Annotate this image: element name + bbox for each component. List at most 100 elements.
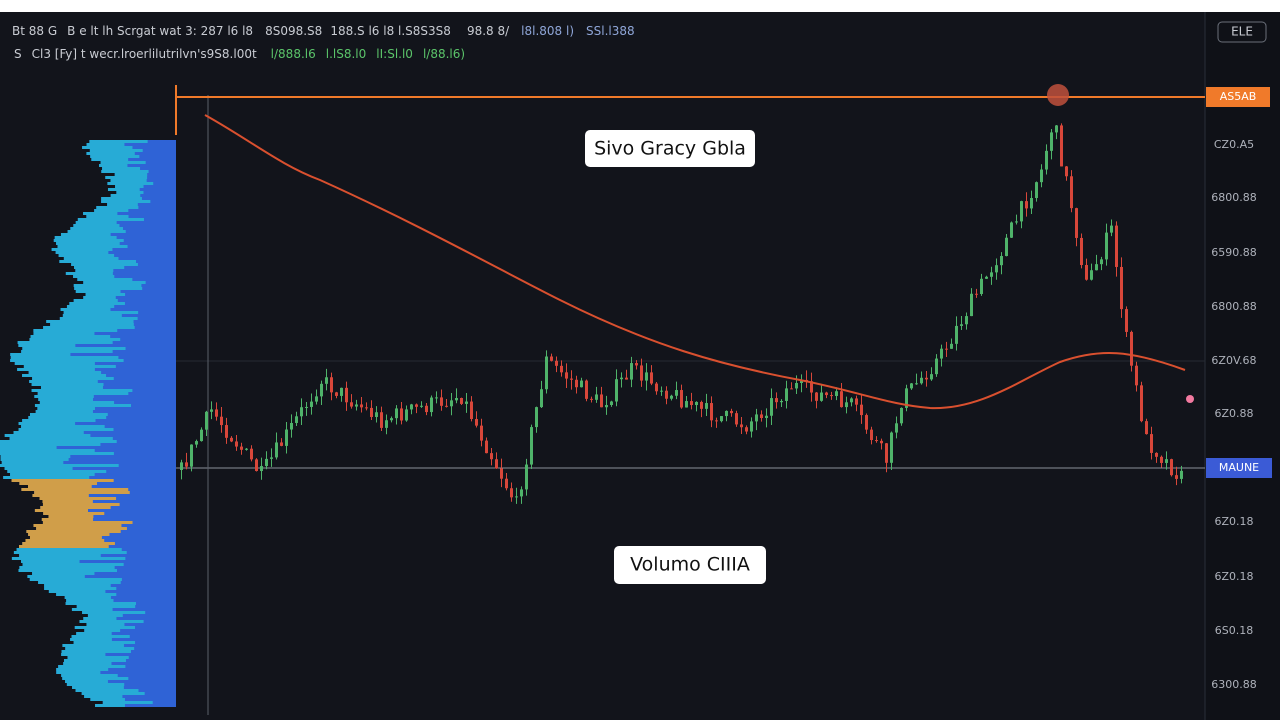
candle bbox=[240, 446, 243, 450]
profile-bar bbox=[19, 554, 101, 557]
profile-bar bbox=[42, 500, 93, 503]
candle bbox=[780, 400, 783, 403]
profile-bar bbox=[72, 686, 124, 689]
profile-bar bbox=[9, 437, 113, 440]
profile-bar bbox=[74, 287, 143, 290]
profile-bar bbox=[107, 203, 138, 206]
profile-bar bbox=[58, 665, 126, 668]
profile-bar bbox=[75, 269, 114, 272]
profile-bar bbox=[84, 695, 176, 698]
profile-bar bbox=[86, 215, 129, 218]
candle bbox=[300, 407, 303, 417]
price-label: CZ0.A5 bbox=[1214, 138, 1254, 151]
candle bbox=[505, 478, 508, 489]
candle bbox=[980, 278, 983, 295]
candle bbox=[440, 397, 443, 406]
price-badge-label: AS5AB bbox=[1220, 90, 1257, 103]
profile-bar bbox=[71, 608, 176, 611]
profile-bar bbox=[63, 662, 112, 665]
profile-bar bbox=[29, 578, 122, 581]
price-label: 6300.88 bbox=[1211, 678, 1257, 691]
profile-bar bbox=[54, 236, 117, 239]
candle bbox=[515, 496, 518, 498]
candle bbox=[975, 293, 978, 295]
candle bbox=[965, 316, 968, 325]
profile-bar bbox=[0, 464, 119, 467]
candle bbox=[1055, 125, 1058, 133]
profile-bar bbox=[76, 605, 136, 608]
profile-bar bbox=[73, 284, 142, 287]
candle bbox=[395, 408, 398, 419]
profile-bar bbox=[29, 380, 176, 383]
profile-bar bbox=[110, 194, 141, 197]
profile-bar bbox=[75, 290, 121, 293]
profile-bar bbox=[59, 317, 138, 320]
price-label: 6Z0.88 bbox=[1214, 407, 1253, 420]
profile-bar bbox=[55, 251, 109, 254]
profile-bar bbox=[73, 224, 120, 227]
candle bbox=[865, 415, 868, 430]
candle bbox=[1090, 270, 1093, 280]
profile-bar bbox=[84, 629, 121, 632]
header-line: S Cl3 [Fy] t wecr.lroerlilutrilvn's9S8.l0… bbox=[14, 47, 465, 61]
profile-bar bbox=[83, 617, 176, 620]
candle bbox=[1070, 176, 1073, 209]
candle bbox=[520, 489, 523, 497]
candle bbox=[290, 422, 293, 430]
current-price-label: MAUNE bbox=[1219, 461, 1259, 474]
profile-bar bbox=[33, 332, 95, 335]
candle bbox=[855, 398, 858, 405]
profile-bar bbox=[31, 383, 104, 386]
candle bbox=[475, 419, 478, 426]
price-label: 6Z0.18 bbox=[1214, 515, 1253, 528]
candle bbox=[800, 379, 803, 384]
candle bbox=[530, 427, 533, 465]
profile-bar bbox=[34, 395, 177, 398]
profile-bar bbox=[0, 455, 71, 458]
profile-bar bbox=[101, 197, 142, 200]
profile-bar bbox=[16, 548, 122, 551]
toolbar-button-label[interactable]: ELE bbox=[1231, 25, 1253, 39]
profile-bar bbox=[56, 668, 109, 671]
profile-bar bbox=[33, 332, 176, 335]
profile-bar bbox=[48, 515, 176, 518]
candle bbox=[250, 448, 253, 460]
profile-bar bbox=[101, 200, 151, 203]
profile-bar bbox=[61, 653, 106, 656]
profile-bar bbox=[4, 467, 73, 470]
profile-bar bbox=[11, 479, 114, 482]
profile-bar bbox=[25, 539, 105, 542]
profile-bar bbox=[22, 419, 176, 422]
profile-bar bbox=[29, 413, 108, 416]
candle bbox=[900, 407, 903, 424]
profile-bar bbox=[0, 440, 117, 443]
candle bbox=[750, 421, 753, 432]
profile-bar bbox=[48, 590, 106, 593]
candle bbox=[765, 415, 768, 419]
candle bbox=[1155, 452, 1158, 457]
profile-bar bbox=[86, 152, 135, 155]
candle bbox=[415, 404, 418, 407]
candle bbox=[935, 358, 938, 375]
high-marker bbox=[1047, 84, 1069, 106]
price-label: 6Z0V.68 bbox=[1211, 354, 1256, 367]
candle bbox=[715, 420, 718, 422]
candle bbox=[525, 464, 528, 490]
candle bbox=[785, 388, 788, 401]
profile-bar bbox=[56, 593, 117, 596]
toolbar-button[interactable] bbox=[1217, 21, 1267, 43]
profile-bar bbox=[28, 371, 102, 374]
candle bbox=[375, 412, 378, 417]
profile-bar bbox=[61, 674, 118, 677]
candle bbox=[400, 408, 403, 421]
profile-bar bbox=[65, 680, 108, 683]
candle bbox=[1095, 264, 1098, 271]
profile-bar bbox=[32, 494, 89, 497]
candle bbox=[845, 402, 848, 408]
profile-bar bbox=[81, 692, 145, 695]
profile-bar bbox=[0, 455, 176, 458]
profile-bar bbox=[75, 221, 117, 224]
profile-bar bbox=[28, 533, 110, 536]
candle bbox=[1150, 434, 1153, 453]
profile-bar bbox=[18, 344, 176, 347]
